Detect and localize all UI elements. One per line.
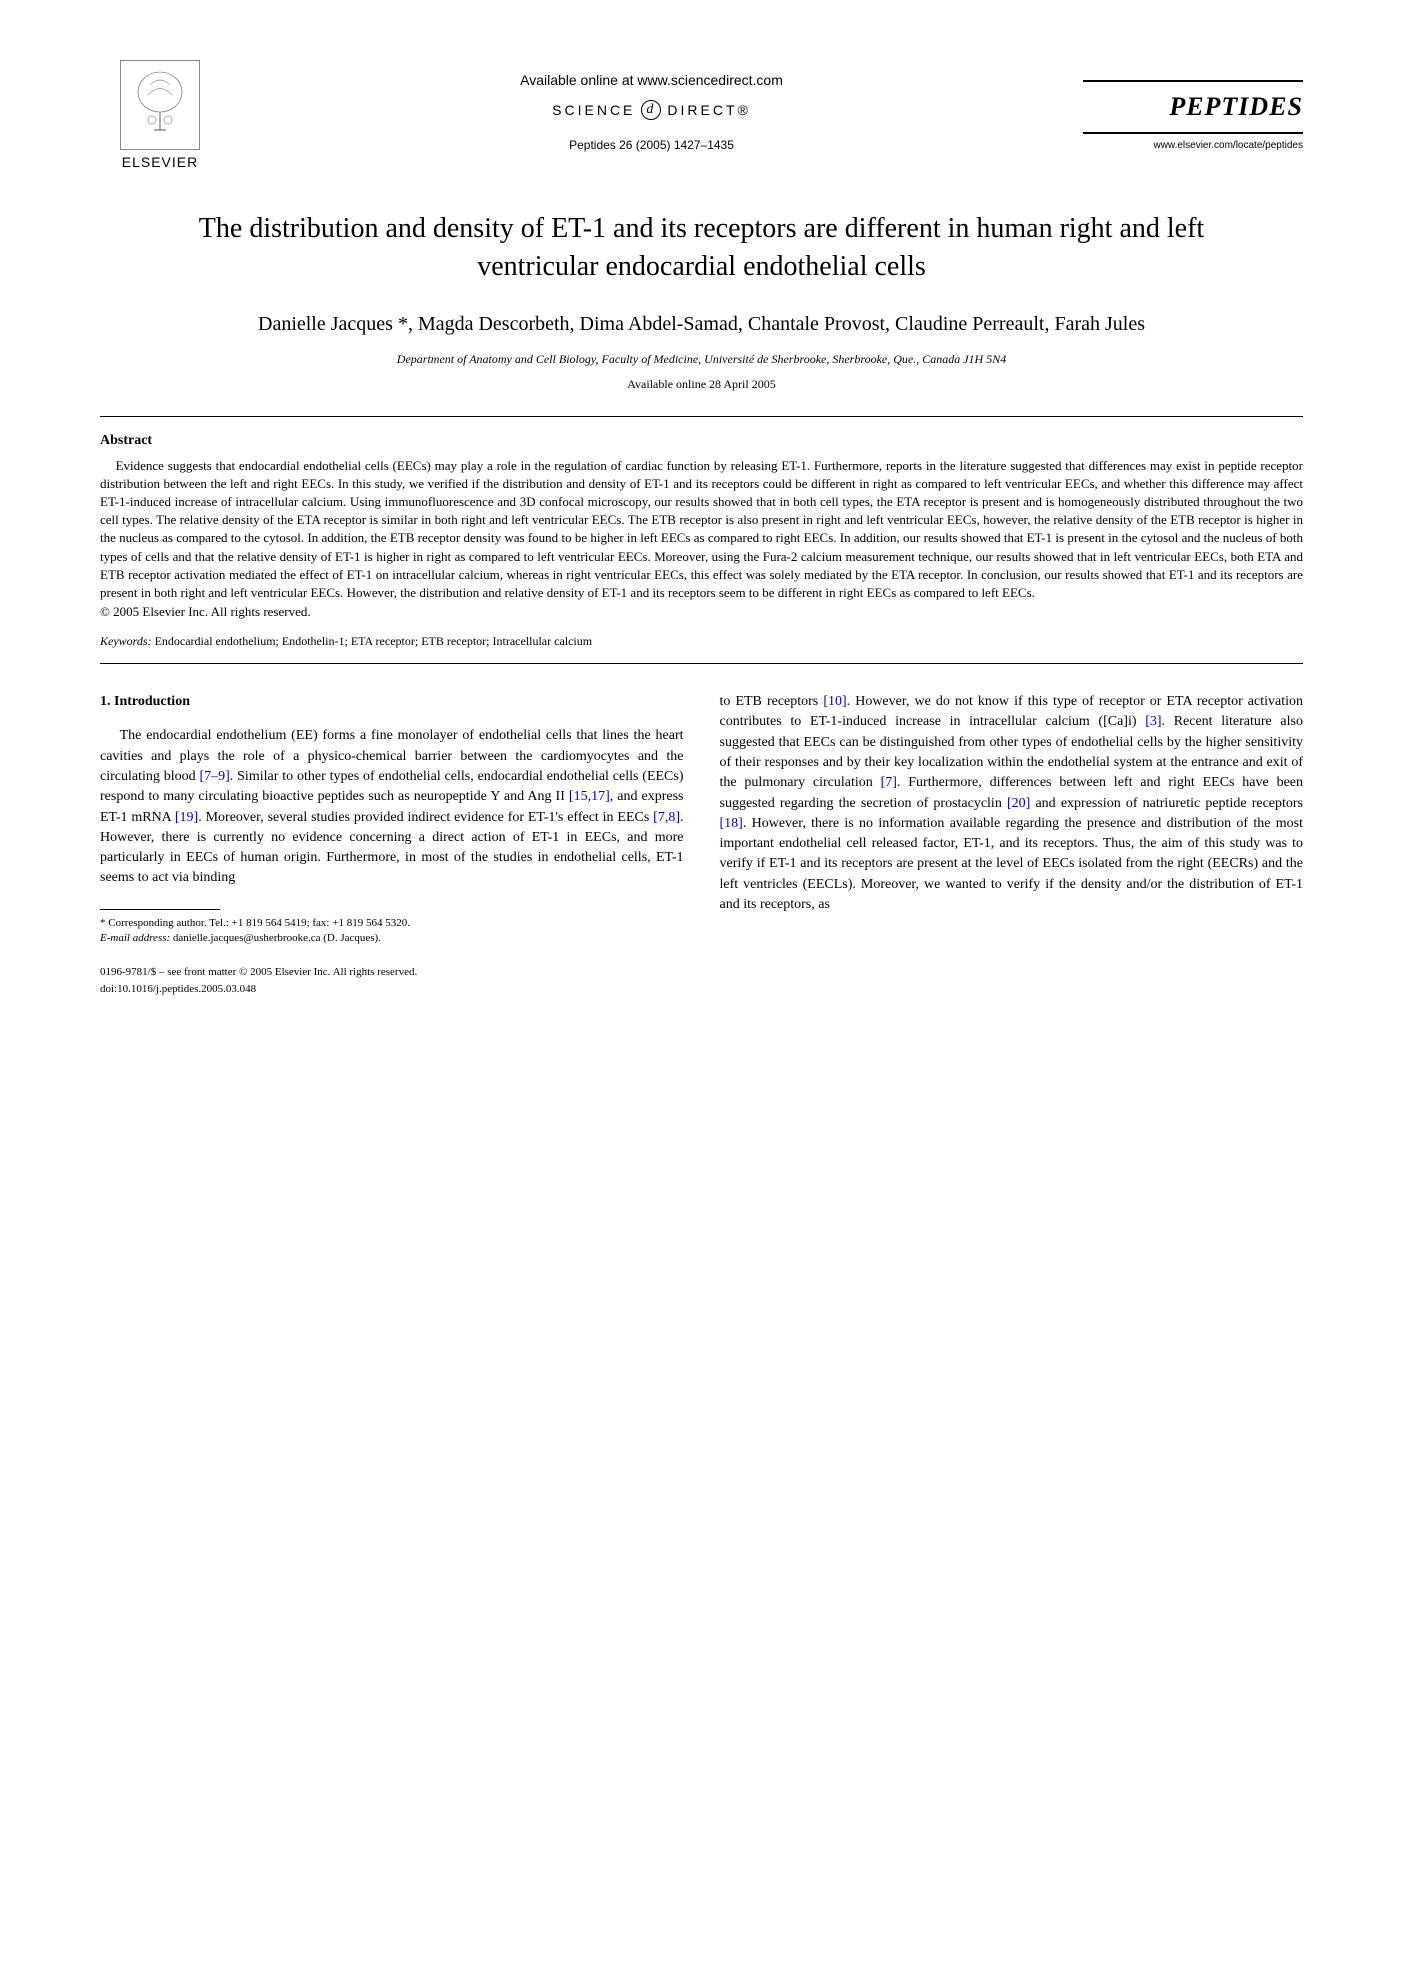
right-column: to ETB receptors [10]. However, we do no…	[720, 692, 1304, 998]
keywords-text: Endocardial endothelium; Endothelin-1; E…	[152, 634, 593, 648]
publisher-name: ELSEVIER	[122, 154, 198, 170]
citation-line: Peptides 26 (2005) 1427–1435	[220, 138, 1083, 152]
science-direct-left: SCIENCE	[552, 102, 635, 118]
keywords: Keywords: Endocardial endothelium; Endot…	[100, 634, 1303, 649]
divider	[100, 416, 1303, 417]
elsevier-tree-icon	[120, 60, 200, 150]
email-footnote: E-mail address: danielle.jacques@usherbr…	[100, 931, 684, 946]
intro-para-1: The endocardial endothelium (EE) forms a…	[100, 726, 684, 888]
ref-link[interactable]: [15,17]	[569, 789, 610, 804]
abstract-body: Evidence suggests that endocardial endot…	[100, 457, 1303, 603]
footnote-separator	[100, 909, 220, 910]
authors: Danielle Jacques *, Magda Descorbeth, Di…	[100, 310, 1303, 338]
journal-header: ELSEVIER Available online at www.science…	[100, 60, 1303, 170]
ref-link[interactable]: [3]	[1145, 714, 1161, 729]
text-run: . Moreover, several studies provided ind…	[198, 810, 653, 825]
ref-link[interactable]: [20]	[1007, 796, 1030, 811]
available-online-text: Available online at www.sciencedirect.co…	[220, 72, 1083, 88]
section-1-heading: 1. Introduction	[100, 692, 684, 712]
divider	[100, 663, 1303, 664]
left-column: 1. Introduction The endocardial endothel…	[100, 692, 684, 998]
affiliation: Department of Anatomy and Cell Biology, …	[100, 352, 1303, 367]
science-direct-right: DIRECT®	[667, 102, 750, 118]
ref-link[interactable]: [10]	[823, 694, 846, 709]
email-address: danielle.jacques@usherbrooke.ca (D. Jacq…	[170, 932, 381, 944]
text-run: and expression of natriuretic peptide re…	[1030, 796, 1303, 811]
journal-block: PEPTIDES www.elsevier.com/locate/peptide…	[1083, 60, 1303, 151]
journal-url: www.elsevier.com/locate/peptides	[1083, 132, 1303, 151]
ref-link[interactable]: [7]	[881, 775, 897, 790]
doi-line: doi:10.1016/j.peptides.2005.03.048	[100, 982, 684, 998]
text-run: to ETB receptors	[720, 694, 824, 709]
abstract-heading: Abstract	[100, 433, 1303, 449]
article-title: The distribution and density of ET-1 and…	[140, 210, 1263, 286]
abstract-text: Evidence suggests that endocardial endot…	[100, 458, 1303, 600]
copyright: © 2005 Elsevier Inc. All rights reserved…	[100, 604, 1303, 620]
header-center: Available online at www.sciencedirect.co…	[220, 60, 1083, 152]
science-direct-icon: d	[641, 100, 661, 120]
text-run: . However, there is no information avail…	[720, 816, 1304, 912]
ref-link[interactable]: [7–9]	[199, 769, 229, 784]
corresponding-author-footnote: * Corresponding author. Tel.: +1 819 564…	[100, 916, 684, 931]
date-available: Available online 28 April 2005	[100, 377, 1303, 392]
ref-link[interactable]: [19]	[175, 810, 198, 825]
front-matter-line: 0196-9781/$ – see front matter © 2005 El…	[100, 965, 684, 981]
keywords-label: Keywords:	[100, 634, 152, 648]
science-direct-logo: SCIENCE d DIRECT®	[220, 100, 1083, 120]
body-columns: 1. Introduction The endocardial endothel…	[100, 692, 1303, 998]
journal-name: PEPTIDES	[1083, 80, 1303, 132]
ref-link[interactable]: [18]	[720, 816, 743, 831]
publisher-block: ELSEVIER	[100, 60, 220, 170]
intro-para-1-continued: to ETB receptors [10]. However, we do no…	[720, 692, 1304, 915]
email-label: E-mail address:	[100, 932, 170, 944]
ref-link[interactable]: [7,8]	[653, 810, 680, 825]
